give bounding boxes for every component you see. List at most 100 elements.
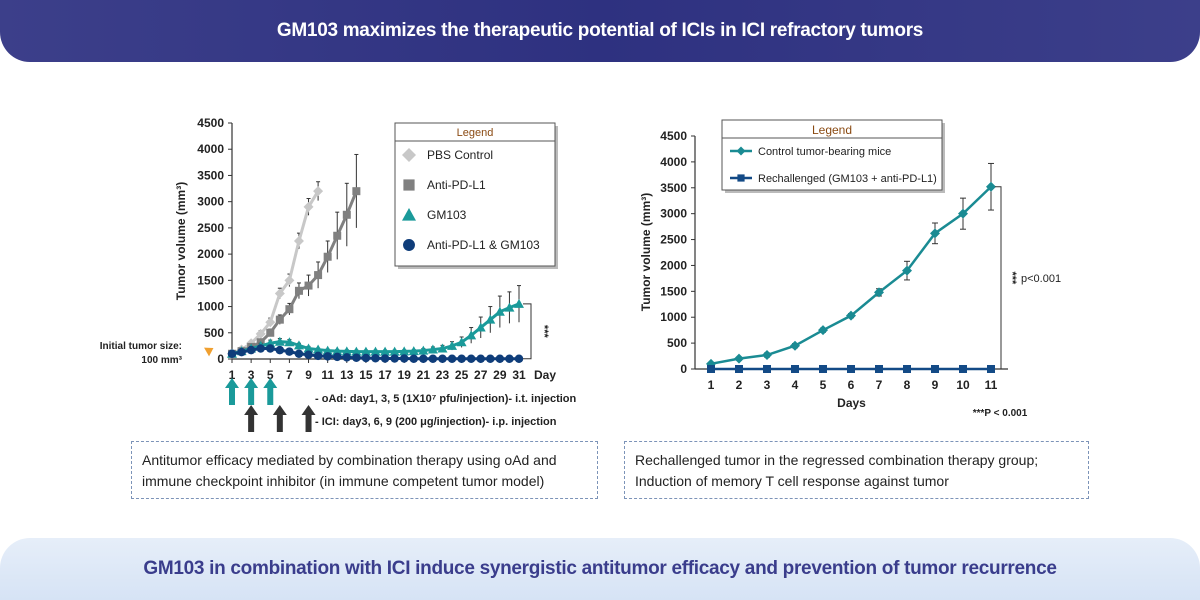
x-tick-label: 17: [378, 368, 392, 382]
chart-rechallenge: 0 500 1000 1500 2000 2500 3000 3500 4000 4500 1 2 3 4…: [639, 119, 1061, 419]
data-point: [285, 347, 294, 356]
y-tick-label: 500: [667, 336, 687, 350]
legend-marker: [737, 174, 745, 182]
data-point: [438, 354, 447, 363]
y-tick-label: 2000: [197, 247, 224, 261]
initial-size-label-2: 100 mm³: [141, 355, 182, 366]
data-point: [706, 358, 716, 369]
ici-note: - ICI: day3, 6, 9 (200 μg/injection)- i.…: [315, 416, 557, 428]
data-point: [734, 353, 744, 364]
oad-note: - oAd: day1, 3, 5 (1X10⁷ pfu/injection)-…: [315, 393, 577, 405]
y-tick-label: 500: [204, 326, 224, 340]
footnote: ***P < 0.001: [973, 408, 1028, 419]
data-point: [313, 351, 323, 361]
series-line-0: [231, 190, 320, 356]
significance-bracket: [523, 303, 532, 360]
right-description-line-2: Induction of memory T cell response agai…: [635, 473, 949, 489]
x-tick-label: 25: [455, 368, 469, 382]
x-tick-label: 21: [417, 368, 431, 382]
right-description-box: Rechallenged tumor in the regressed comb…: [624, 441, 1089, 499]
data-point: [342, 210, 351, 219]
x-tick-label: 19: [398, 368, 412, 382]
series-line-0: [710, 185, 992, 366]
data-point: [266, 328, 275, 337]
significance-bracket: [995, 186, 1002, 370]
right-description-line-1: Rechallenged tumor in the regressed comb…: [635, 452, 1039, 468]
x-tick-label: 1: [708, 378, 715, 392]
x-axis-label: Day: [534, 368, 556, 382]
data-point: [332, 346, 343, 356]
data-point: [931, 365, 939, 373]
data-point: [227, 349, 237, 359]
data-point: [466, 354, 476, 363]
legend-marker: [402, 208, 416, 221]
initial-size-arrow: [204, 347, 214, 357]
bottom-banner: GM103 in combination with ICI induce syn…: [0, 538, 1200, 600]
data-point: [293, 236, 304, 246]
ici-injection-arrow: [272, 405, 287, 432]
data-point: [313, 344, 324, 354]
legend-box: [721, 119, 943, 191]
data-point: [902, 265, 912, 276]
y-tick-label: 2500: [197, 221, 224, 235]
data-point: [427, 344, 438, 354]
data-point: [514, 354, 524, 363]
legend-label: Control tumor-bearing mice: [758, 146, 891, 158]
y-axis-label: Tumor volume (mm³): [174, 182, 188, 300]
data-point: [418, 345, 429, 355]
data-point: [284, 275, 295, 286]
top-banner: GM103 maximizes the therapeutic potentia…: [0, 0, 1200, 62]
y-tick-label: 4500: [197, 116, 224, 130]
y-tick-label: 1500: [197, 273, 224, 287]
data-point: [790, 340, 800, 351]
data-point: [763, 365, 771, 373]
significance-marker: ***: [1006, 271, 1018, 285]
significance-marker: ***: [538, 325, 550, 339]
data-point: [313, 186, 324, 197]
legend-marker: [402, 148, 416, 162]
data-point: [294, 286, 303, 295]
data-point: [475, 322, 486, 332]
data-point: [303, 201, 314, 212]
x-tick-label: 23: [436, 368, 450, 382]
data-point: [237, 347, 246, 357]
oad-injection-arrow: [263, 378, 278, 405]
data-point: [819, 365, 827, 373]
data-point: [903, 365, 911, 373]
data-point: [342, 353, 352, 362]
y-tick-label: 1000: [660, 310, 687, 324]
data-point: [285, 305, 294, 314]
data-point: [323, 352, 332, 361]
data-point: [447, 340, 458, 350]
data-point: [246, 345, 256, 355]
legend-label: Rechallenged (GM103 + anti-PD-L1): [758, 173, 937, 185]
ici-injection-arrow: [301, 405, 316, 432]
x-tick-label: 3: [764, 378, 771, 392]
data-point: [486, 354, 495, 363]
y-tick-label: 4000: [197, 142, 224, 156]
data-point: [303, 343, 314, 353]
y-tick-label: 3000: [660, 207, 687, 221]
data-point: [846, 310, 856, 321]
data-point: [930, 228, 940, 239]
x-axis-label: Days: [837, 396, 866, 410]
data-point: [485, 314, 496, 324]
y-tick-label: 3000: [197, 195, 224, 209]
x-tick-label: 10: [956, 378, 970, 392]
data-point: [466, 330, 477, 340]
x-tick-label: 4: [792, 378, 799, 392]
data-point: [333, 231, 342, 240]
x-tick-label: 29: [493, 368, 507, 382]
data-point: [352, 187, 361, 196]
data-point: [505, 354, 514, 363]
data-point: [293, 340, 304, 350]
data-point: [428, 354, 438, 363]
data-point: [352, 353, 361, 362]
data-point: [351, 346, 362, 356]
data-point: [419, 354, 428, 363]
left-description-box: Antitumor efficacy mediated by combinati…: [131, 441, 598, 499]
data-point: [304, 350, 313, 360]
x-tick-label: 5: [267, 368, 274, 382]
data-point: [380, 354, 390, 363]
